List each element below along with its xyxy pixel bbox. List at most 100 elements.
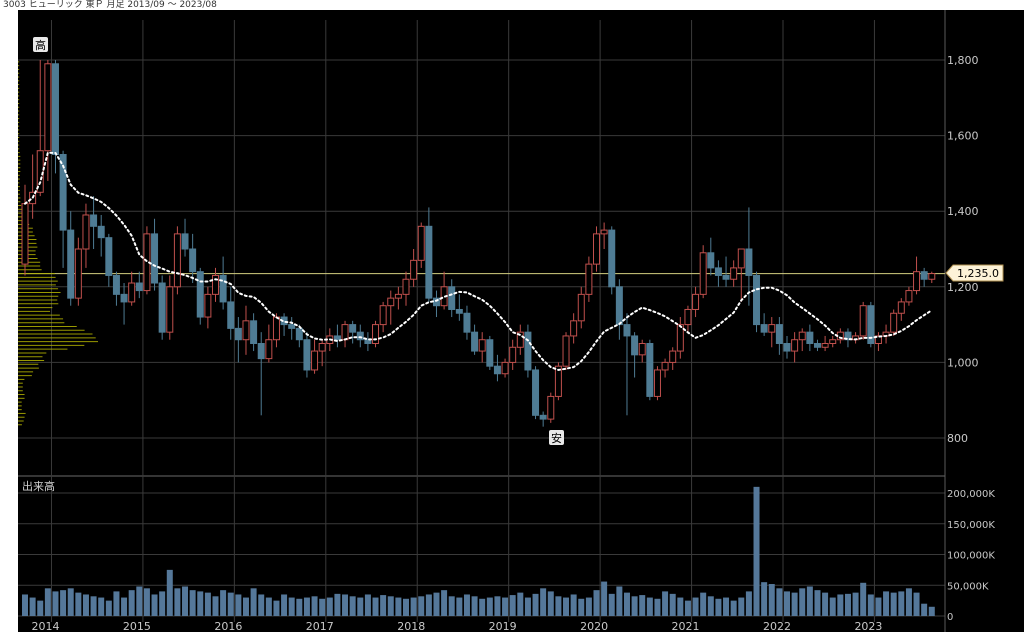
candle-body [341,324,349,341]
candle-body [730,267,738,280]
candle-body [547,395,555,420]
volume-bar [235,594,242,616]
candle-body [539,414,547,420]
volume-bar [151,594,158,616]
candle-body [920,271,928,280]
volume-bar [281,594,288,616]
candle-body [288,324,296,329]
volume-bar [52,591,59,616]
candle-body [432,297,440,307]
candle-body [562,335,570,367]
candle-body [653,369,661,397]
candle-body [196,271,204,318]
volume-tick-label: 150,000K [947,520,995,531]
low-marker-box [549,430,564,445]
volume-bar [189,590,196,616]
candle-body [394,293,402,299]
candle-body [684,308,692,326]
volume-bar [265,597,272,616]
volume-bar [121,597,128,616]
moving-average-line [24,151,933,371]
price-tick-label: 1,200 [947,281,979,294]
volume-bar [425,594,432,616]
candle-body [242,320,250,341]
volume-bar [761,582,768,616]
candle-body [272,316,280,341]
candle-body [905,290,913,303]
candle-body [318,343,326,352]
volume-bar [585,597,592,616]
price-tick-label: 1,400 [947,205,979,218]
plot-background [18,10,945,632]
volume-bar [730,600,737,616]
volume-bar [486,597,493,616]
candle-body [173,233,181,288]
candle-body [257,343,265,360]
candle-body [219,274,227,303]
year-tick-label: 2017 [306,620,334,632]
volume-tick-label: 0 [947,612,953,623]
candlestick-series [21,60,936,427]
year-tick-label: 2023 [854,620,882,632]
candle-body [600,229,608,235]
candle-body [448,286,456,310]
volume-bar [563,597,570,616]
volume-bar [776,588,783,616]
volume-bar [258,594,265,616]
volume-bar [684,600,691,616]
volume-bar [288,597,295,616]
volume-bar [623,592,630,616]
volume-bar [174,588,181,616]
candle-body [74,248,82,299]
candle-body [554,365,562,397]
candle-body [722,274,730,280]
candle-body [36,150,44,193]
current-price-label: 1,235.0 [957,267,999,280]
volume-profile [18,61,98,426]
volume-bar [829,597,836,616]
candle-body [577,293,585,322]
low-marker-label: 安 [551,431,562,445]
volume-bar [403,598,409,616]
candle-body [753,274,761,326]
candle-body [737,248,745,269]
volume-bar [494,596,501,616]
volume-bar [723,597,730,616]
volume-bar [456,597,463,616]
volume-bar [547,591,554,616]
candle-body [387,297,395,307]
candle-body [120,293,128,303]
candle-body [402,278,410,295]
volume-bar [441,590,448,616]
candle-body [661,361,669,371]
volume-bar [768,584,775,616]
candle-body [227,301,235,329]
year-tick-label: 2021 [672,620,700,632]
candle-body [638,343,646,356]
candle-body [745,248,753,276]
volume-bar [395,597,402,616]
candle-body [471,331,479,352]
volume-bar [303,597,310,616]
candle-body [501,361,509,375]
volume-bar [616,586,623,616]
volume-bar [471,596,478,616]
volume-bar [905,588,912,616]
volume-bar [311,596,318,616]
volume-bar [372,597,379,616]
candle-body [829,339,837,345]
volume-bar [593,590,600,616]
axis-labels: 800 1,000 1,200 1,400 1,600 1,800 0 50,000K 100,… [31,54,995,632]
candle-body [379,305,387,326]
candle-body [608,229,616,288]
candle-body [813,343,821,348]
volume-bar [448,596,455,616]
candle-body [867,305,875,345]
volume-bar [875,597,882,616]
volume-bar [677,597,684,616]
candle-body [455,308,463,314]
volume-bar [509,595,516,616]
high-low-markers: 高 安 出来高 [22,37,564,493]
volume-tick-label: 100,000K [947,551,995,562]
candle-body [593,233,600,265]
